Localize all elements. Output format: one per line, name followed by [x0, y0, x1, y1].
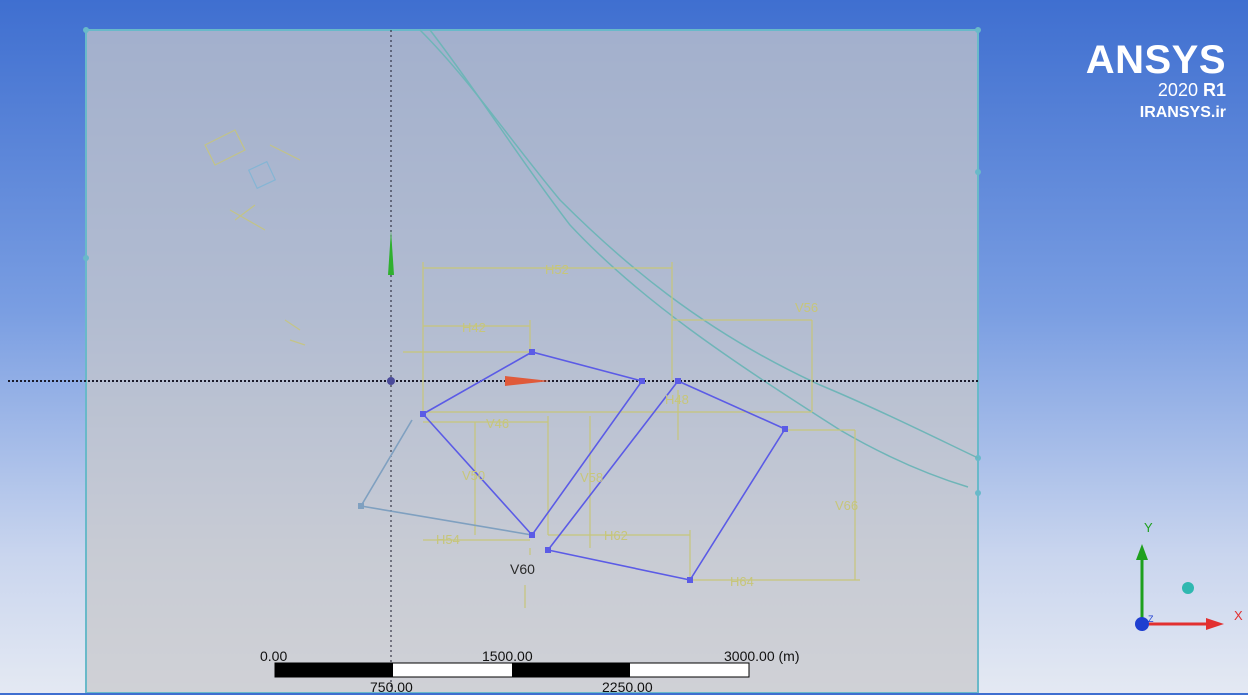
scale-label-0: 0.00: [260, 648, 288, 664]
terrain-curve-lower: [429, 29, 969, 488]
dim-h42[interactable]: H42: [462, 320, 486, 335]
dim-h64[interactable]: H64: [730, 574, 754, 589]
dim-v58[interactable]: V58: [580, 470, 603, 485]
dim-v60[interactable]: V60: [510, 561, 535, 577]
scale-label-750: 750.00: [370, 679, 413, 695]
dim-v46[interactable]: V46: [486, 416, 509, 431]
x-axis-arrow: [505, 376, 550, 386]
scale-label-3000: 3000.00 (m): [724, 648, 800, 664]
triad-y-label: Y: [1144, 520, 1153, 535]
dim-v50[interactable]: V50: [462, 468, 485, 483]
plane-handles: [83, 27, 981, 496]
triad-z-label: Z: [1148, 614, 1154, 624]
origin-point[interactable]: [387, 377, 395, 385]
dimension-lines: [403, 262, 860, 608]
faint-sketch-fragment: [204, 129, 306, 346]
brand-name: ANSYS: [1085, 38, 1226, 82]
triad-iso-ball[interactable]: [1182, 582, 1194, 594]
dim-h52[interactable]: H52: [545, 262, 569, 277]
coordinate-triad[interactable]: Y X Z: [1135, 520, 1243, 631]
scale-bar: [274, 662, 750, 678]
sketch-vertices: [358, 349, 788, 583]
sketch-plane: [85, 29, 979, 693]
terrain-curve-upper: [419, 29, 979, 459]
dim-h54[interactable]: H54: [436, 532, 460, 547]
y-axis-arrow: [388, 230, 394, 275]
dim-h62[interactable]: H62: [604, 528, 628, 543]
scale-label-1500: 1500.00: [482, 648, 533, 664]
brand-site: IRANSYS.ir: [1139, 104, 1226, 121]
dim-h48[interactable]: H48: [665, 392, 689, 407]
brand-version: 2020 R1: [1157, 80, 1226, 100]
dim-v66[interactable]: V66: [835, 498, 858, 513]
dim-v56[interactable]: V56: [795, 300, 818, 315]
scale-label-2250: 2250.00: [602, 679, 653, 695]
triad-x-label: X: [1234, 608, 1243, 623]
ansys-logo: ANSYS 2020 R1 IRANSYS.ir: [1086, 40, 1226, 126]
